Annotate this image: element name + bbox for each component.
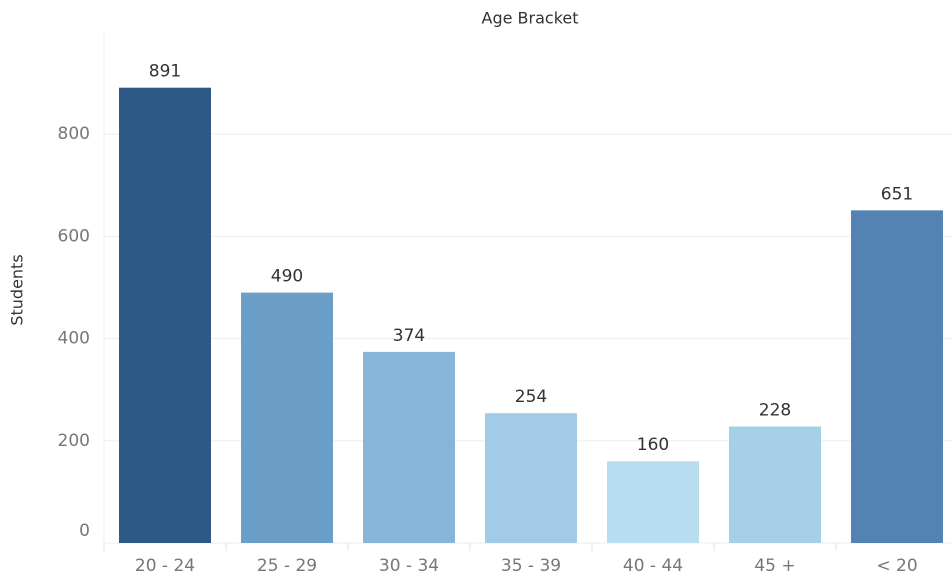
x-tick-label: 40 - 44	[623, 556, 683, 576]
y-tick-label: 400	[58, 329, 90, 349]
x-tick-label: 35 - 39	[501, 556, 561, 576]
x-tick-label: 20 - 24	[135, 556, 195, 576]
x-tick-label: < 20	[876, 556, 917, 576]
bar	[607, 461, 699, 543]
value-label: 490	[271, 267, 303, 287]
x-tick-label: 25 - 29	[257, 556, 317, 576]
y-tick-label: 800	[58, 124, 90, 144]
bar	[119, 87, 211, 543]
bar	[729, 426, 821, 543]
x-tick-label: 45 +	[754, 556, 795, 576]
bar	[485, 413, 577, 543]
value-label: 651	[881, 184, 913, 204]
bar	[363, 351, 455, 543]
bar	[241, 292, 333, 543]
chart-title: Age Bracket	[482, 9, 579, 28]
y-tick-label: 0	[79, 521, 90, 541]
bar	[851, 210, 943, 544]
value-label: 891	[149, 62, 181, 82]
value-label: 160	[637, 435, 669, 455]
x-tick-label: 30 - 34	[379, 556, 439, 576]
value-label: 228	[759, 400, 791, 420]
y-axis-label: Students	[8, 254, 27, 325]
y-tick-label: 600	[58, 226, 90, 246]
y-tick-label: 200	[58, 431, 90, 451]
value-label: 254	[515, 387, 547, 407]
value-label: 374	[393, 326, 425, 346]
